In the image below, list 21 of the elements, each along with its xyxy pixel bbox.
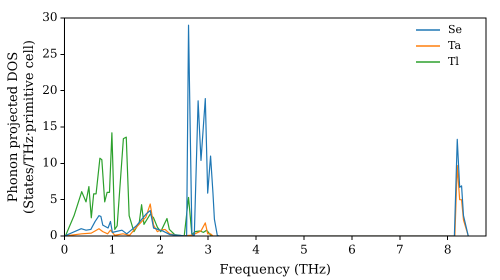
y-tick-label: 10 xyxy=(42,155,58,170)
legend-label: Se xyxy=(448,22,462,36)
x-tick-label: 1 xyxy=(108,242,116,256)
x-tick-label: 4 xyxy=(252,242,260,256)
y-tick-label: 25 xyxy=(42,46,58,60)
y-tick-label: 20 xyxy=(42,82,58,97)
x-tick-label: 5 xyxy=(300,242,308,256)
x-tick-label: 0 xyxy=(60,242,68,256)
legend-label: Tl xyxy=(448,54,460,68)
legend-label: Ta xyxy=(448,38,462,52)
y-tick-label: 15 xyxy=(42,119,58,134)
x-tick-label: 3 xyxy=(204,242,212,256)
x-tick-label: 7 xyxy=(396,242,404,256)
x-axis-title: Frequency (THz) xyxy=(220,262,331,278)
x-tick-label: 6 xyxy=(348,242,356,256)
y-tick-label: 0 xyxy=(50,228,58,242)
x-tick-label: 2 xyxy=(156,242,164,256)
y-tick-label: 30 xyxy=(42,10,58,24)
y-axis-title: Phonon projected DOS (States/THz·primitive cell) xyxy=(6,40,37,214)
y-tick-label: 5 xyxy=(50,192,58,206)
x-tick-label: 8 xyxy=(444,242,452,256)
